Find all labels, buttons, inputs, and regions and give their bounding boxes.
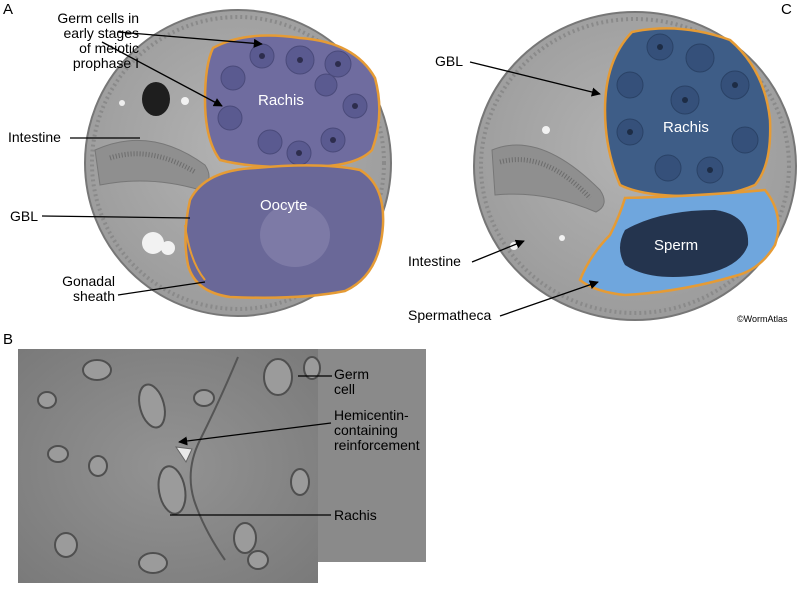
panel-c-vacuole [542,126,550,134]
panel-a-nucleoli [259,53,358,156]
panel-b-leader-lines [170,375,332,516]
panel-a-letter: A [3,1,14,18]
label-gonadal-sheath-line-2: sheath [72,288,115,304]
label-rachis-a: Rachis [258,92,304,109]
label-sperm: Sperm [654,237,699,254]
panel-c-intestine [491,144,605,213]
panel-a-vacuole [181,97,189,105]
label-germ-cells: Germ cells in early stages of meiotic pr… [22,11,139,71]
panel-c-sperm-region [620,210,749,278]
panel-b-germ-cell-membrane [189,356,239,561]
label-hemicentin: Hemicentin- containing reinforcement [334,408,420,453]
label-germ-cells-line-4: prophase I [72,55,139,71]
label-spermatheca: Spermatheca [408,307,492,323]
copyright-text: ©WormAtlas [737,314,788,324]
panel-c-micrograph [473,11,797,321]
label-germ-cell-line-1: Germ [334,366,369,382]
panel-c-muscle-ring [479,17,791,315]
label-hemicentin-line-3: reinforcement [334,437,420,453]
panel-b-letter: B [3,331,14,348]
panel-b-micrograph [18,349,426,583]
label-germ-cells-line-1: Germ cells in [57,10,139,26]
label-gbl-c: GBL [435,53,464,69]
label-gonadal-sheath: Gonadal sheath [40,274,115,304]
panel-a-leader-lines [41,31,263,296]
panel-a-muscle-ring [90,15,386,311]
label-germ-cell-line-2: cell [334,381,356,397]
panel-c-leader-lines [469,61,601,317]
label-oocyte: Oocyte [260,197,308,214]
label-rachis-b: Rachis [334,507,377,523]
panel-a-vacuole [142,232,164,254]
label-intestine-c: Intestine [408,253,461,269]
panel-c-vacuole [559,235,565,241]
panel-a-gonadal-sheath-edge [184,224,206,281]
panel-c-nucleoli [627,44,738,173]
label-hemicentin-line-1: Hemicentin- [334,407,409,423]
panel-a-vacuole [119,100,125,106]
panel-b-hemicentin-reinforcement [174,446,193,464]
panel-a-vacuole [161,241,175,255]
label-germ-cell: Germ cell [334,367,369,397]
label-gbl-a: GBL [10,208,39,224]
label-hemicentin-line-2: containing [334,422,398,438]
panel-c-intestinal-lumen [499,157,592,200]
panel-a-intestinal-lumen [109,151,197,175]
panel-a-micrograph [84,9,392,317]
label-intestine-a: Intestine [8,129,61,145]
panel-a-dark-granule [142,82,170,116]
panel-a-oocyte-nucleus [260,203,330,267]
label-germ-cells-line-3: of meiotic [79,40,139,56]
label-rachis-c: Rachis [663,119,709,136]
panel-b-mitochondria [37,356,321,574]
label-germ-cells-line-2: early stages [63,25,139,41]
label-gonadal-sheath-line-1: Gonadal [62,273,115,289]
panel-c-letter: C [781,1,792,18]
